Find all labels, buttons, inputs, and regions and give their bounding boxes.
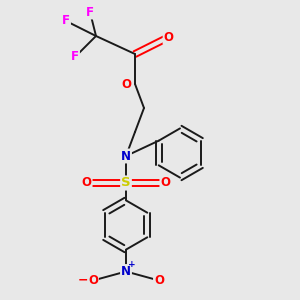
Text: F: F <box>62 14 70 28</box>
Text: O: O <box>160 176 171 190</box>
Text: +: + <box>128 260 135 269</box>
Text: F: F <box>86 5 94 19</box>
Text: O: O <box>88 274 98 287</box>
Text: O: O <box>164 31 174 44</box>
Text: S: S <box>121 176 131 190</box>
Text: N: N <box>121 265 131 278</box>
Text: O: O <box>81 176 92 190</box>
Text: O: O <box>154 274 164 287</box>
Text: F: F <box>71 50 79 64</box>
Text: N: N <box>121 149 131 163</box>
Text: −: − <box>78 274 89 287</box>
Text: O: O <box>122 77 132 91</box>
